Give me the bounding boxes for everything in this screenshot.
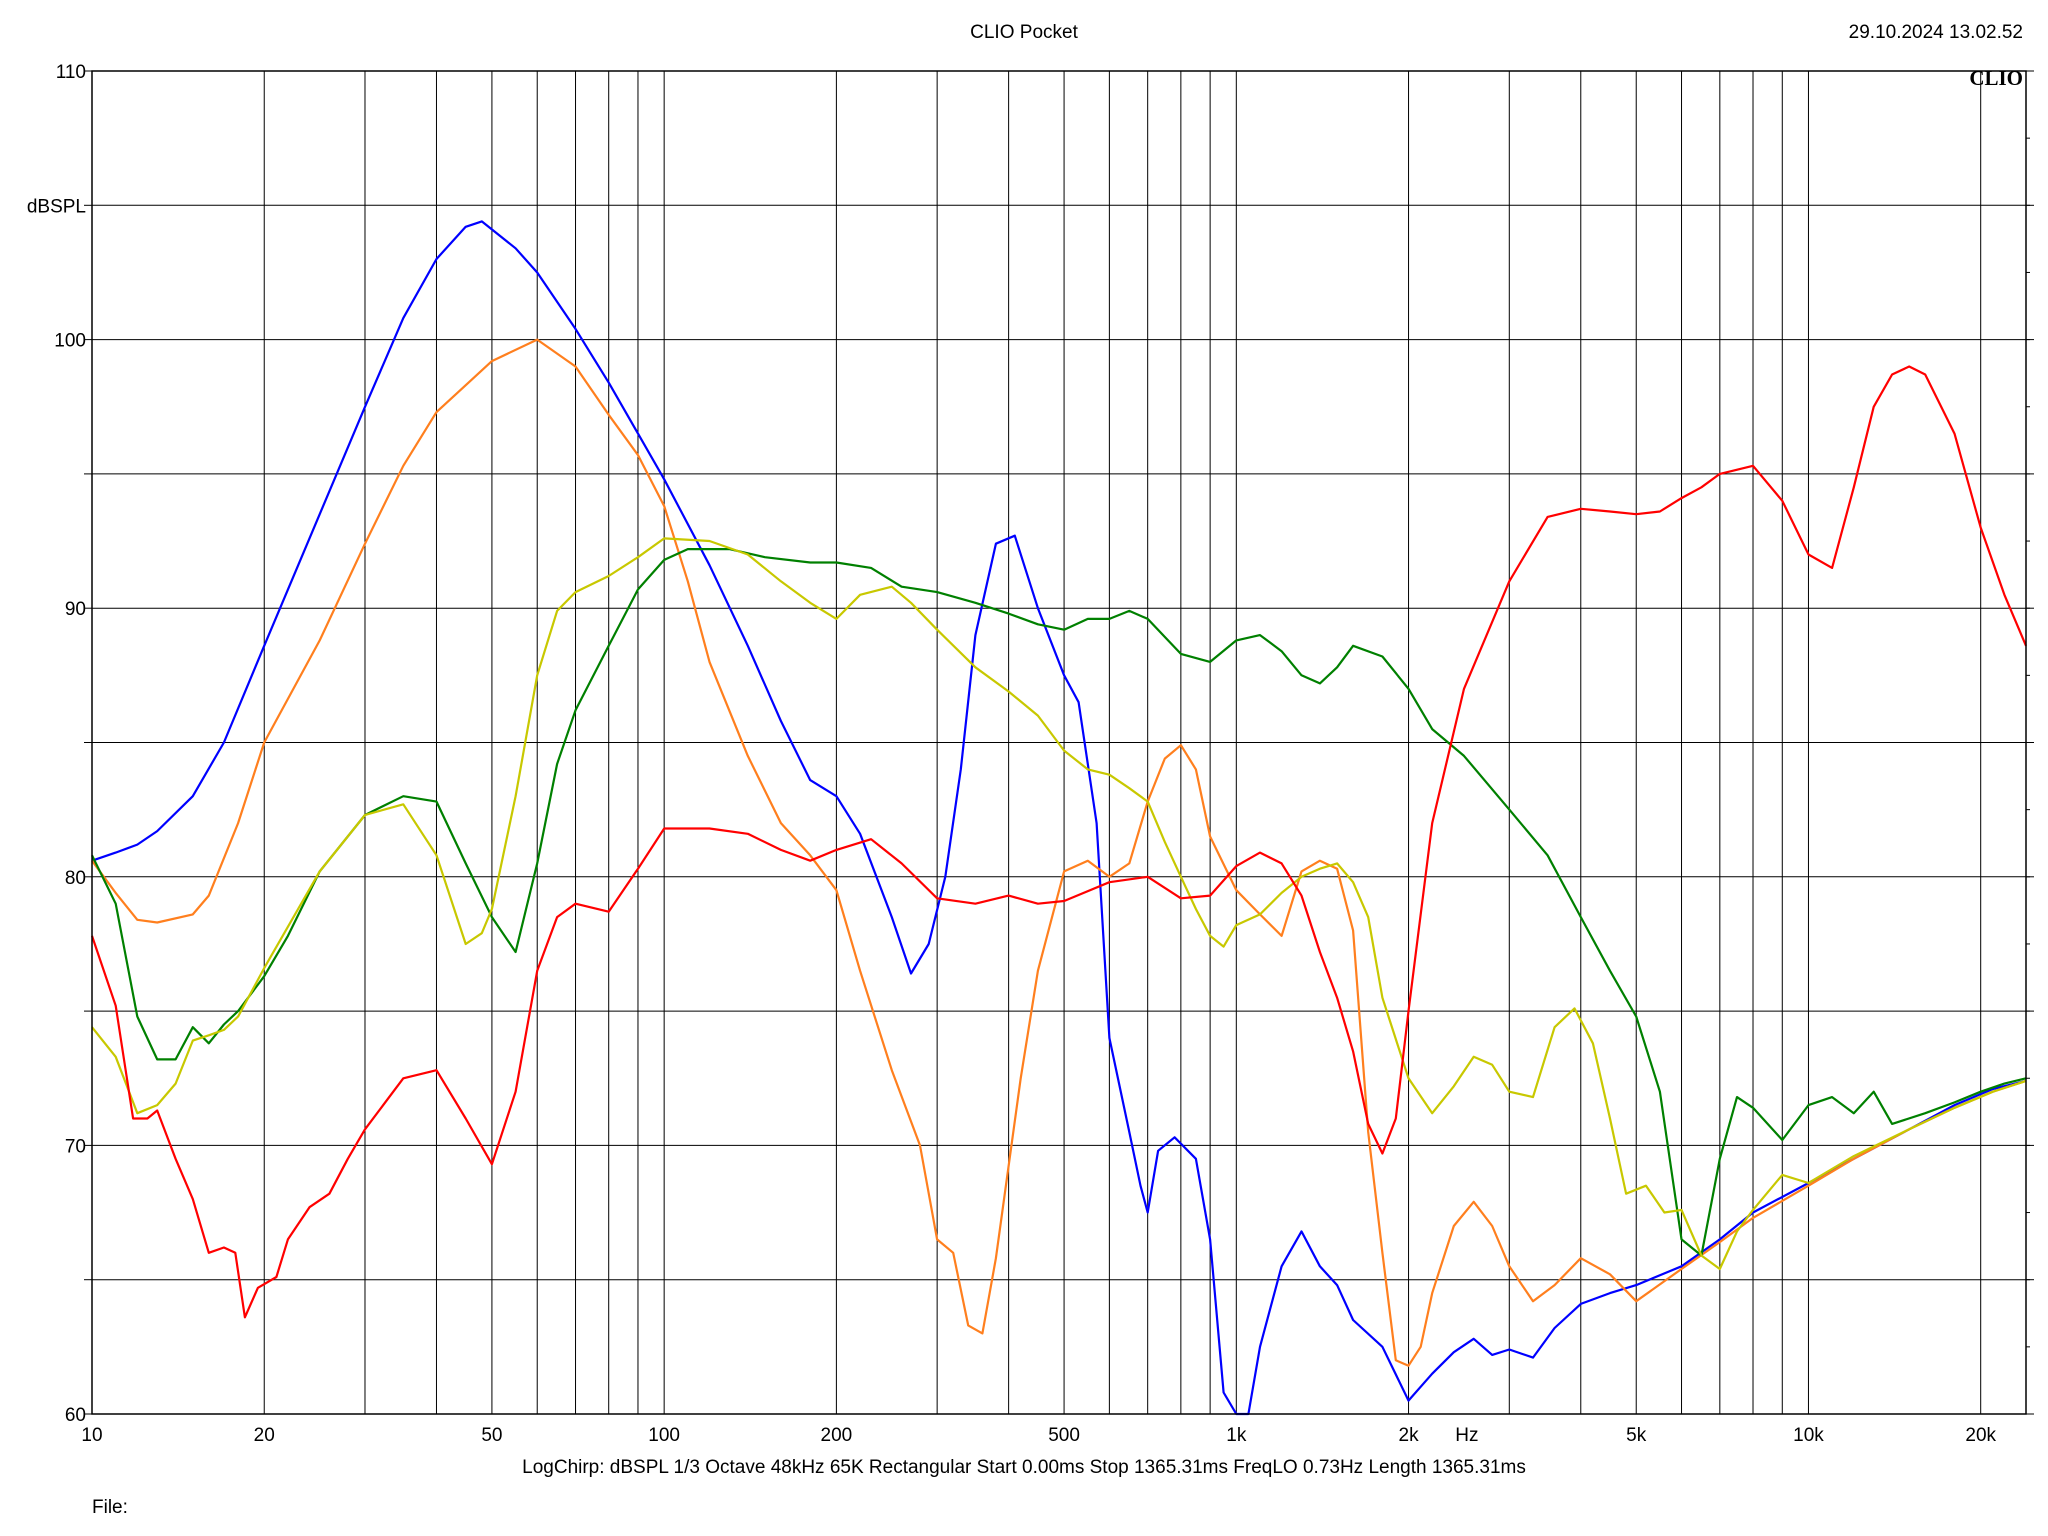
y-tick-label: 110: [56, 62, 86, 83]
series-line-3: [91, 548, 2027, 1257]
plot-frame: [91, 70, 2027, 1415]
clio-logo: CLIO: [1969, 66, 2023, 90]
series-line-4: [91, 537, 2027, 1271]
app-title: CLIO Pocket: [970, 22, 1078, 43]
series-line-2: [91, 338, 2027, 1367]
series-layer: [90, 220, 2028, 1416]
x-tick-label: 200: [821, 1425, 853, 1446]
x-tick-label: 10k: [1793, 1425, 1824, 1446]
y-tick-label: 100: [54, 331, 86, 352]
x-axis-label: Hz: [1455, 1425, 1478, 1446]
file-label: File:: [92, 1497, 128, 1518]
tick-labels: 10 20 50 100 200 500 1k 2k 5k 10k 20k 60 70 80 90 100 11…: [27, 62, 1997, 1446]
y-tick-label: 60: [65, 1405, 86, 1426]
y-tick-label: 80: [65, 868, 86, 889]
x-tick-label: 100: [648, 1425, 680, 1446]
timestamp: 29.10.2024 13.02.52: [1848, 22, 2023, 43]
x-tick-label: 1k: [1226, 1425, 1247, 1446]
x-tick-label: 50: [481, 1425, 502, 1446]
series-line-1: [91, 220, 2027, 1416]
y-tick-label: 70: [65, 1136, 86, 1157]
y-axis-label: dBSPL: [27, 196, 86, 217]
x-tick-label: 20: [254, 1425, 275, 1446]
x-tick-label: 10: [81, 1425, 102, 1446]
series-line-5: [90, 365, 2028, 1319]
x-tick-label: 5k: [1626, 1425, 1647, 1446]
x-tick-label: 500: [1048, 1425, 1080, 1446]
y-tick-label: 90: [65, 599, 86, 620]
x-tick-label: 2k: [1399, 1425, 1420, 1446]
measurement-settings: LogChirp: dBSPL 1/3 Octave 48kHz 65K Rec…: [522, 1457, 1526, 1478]
x-tick-label: 20k: [1965, 1425, 1996, 1446]
